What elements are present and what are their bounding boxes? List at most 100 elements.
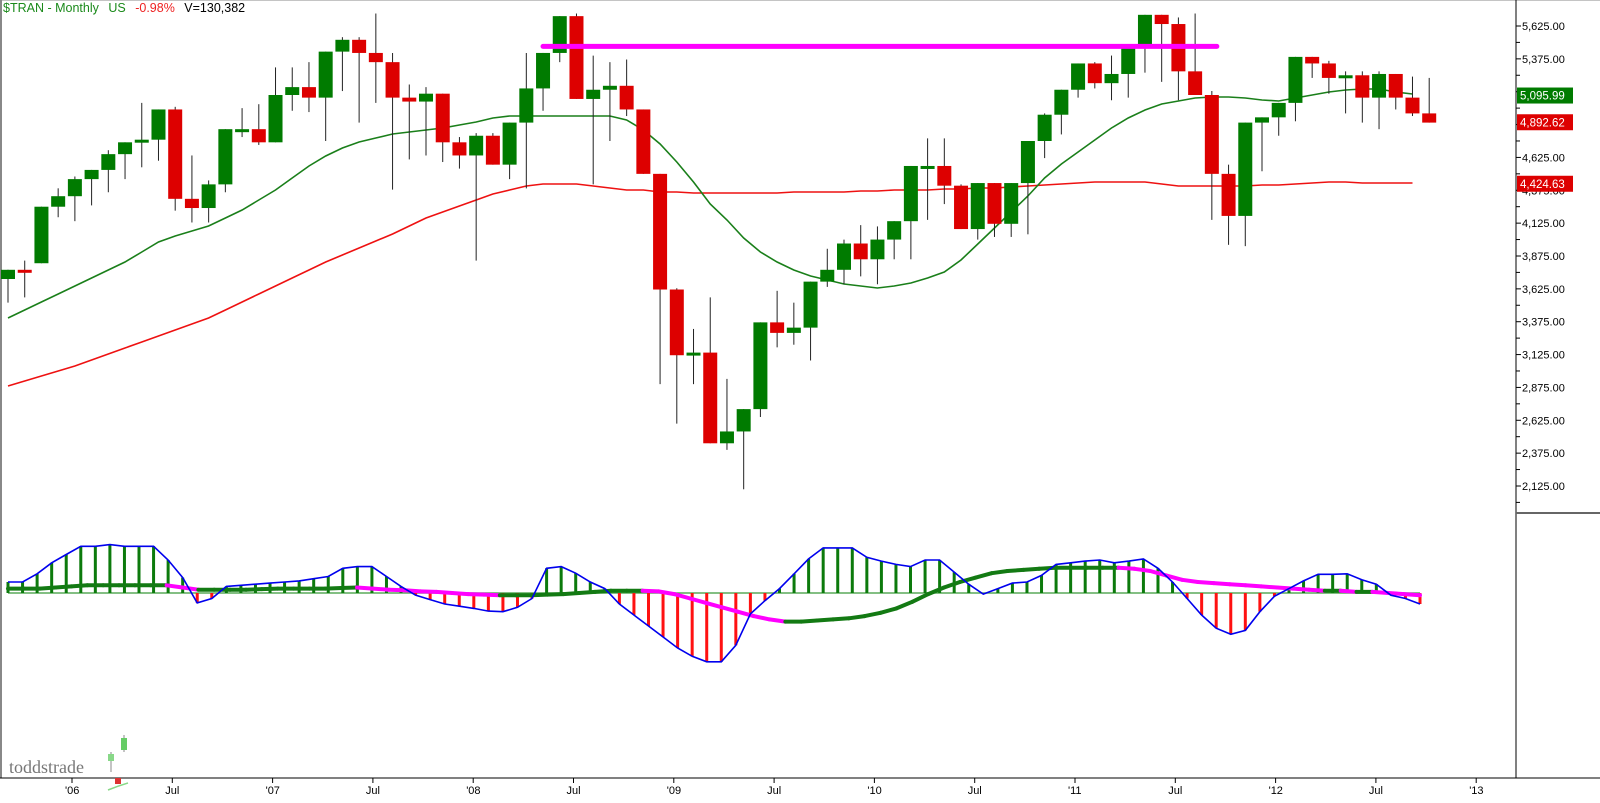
price-tag: 5,095.99 bbox=[1517, 87, 1573, 104]
logo: toddstrade bbox=[9, 757, 84, 778]
macd-signal bbox=[593, 588, 613, 594]
macd-signal bbox=[1116, 565, 1137, 571]
candle bbox=[619, 85, 634, 110]
macd-signal bbox=[942, 580, 962, 590]
candle bbox=[1388, 73, 1403, 98]
macd-signal bbox=[1402, 592, 1422, 598]
price-tag: 4,424.63 bbox=[1517, 175, 1573, 192]
candle bbox=[586, 89, 601, 99]
x-tick-label: '06 bbox=[65, 785, 79, 797]
candle bbox=[1087, 63, 1102, 84]
x-tick-label: Jul bbox=[366, 785, 380, 797]
macd-signal bbox=[862, 610, 883, 619]
macd-signal bbox=[767, 617, 788, 624]
candle bbox=[669, 289, 684, 356]
macd-signal bbox=[1148, 569, 1169, 578]
macd-signal bbox=[1306, 587, 1327, 593]
x-tick-label: Jul bbox=[1168, 785, 1182, 797]
candle bbox=[184, 198, 199, 209]
candle bbox=[218, 129, 233, 185]
candle bbox=[285, 87, 300, 95]
candle bbox=[1305, 56, 1320, 64]
macd-signal bbox=[1005, 567, 1026, 573]
chart-header: $TRAN - Monthly US -0.98% V=130,382 bbox=[3, 1, 251, 15]
y-tick-label: 4,625.00 bbox=[1522, 152, 1565, 164]
macd-signal bbox=[386, 587, 407, 593]
x-tick-label: '08 bbox=[466, 785, 480, 797]
macd-signal bbox=[656, 589, 677, 597]
macd-signal bbox=[180, 585, 201, 592]
candle bbox=[970, 183, 985, 230]
candle bbox=[1188, 71, 1203, 95]
candle bbox=[920, 165, 935, 169]
x-tick-label: Jul bbox=[968, 785, 982, 797]
candle bbox=[201, 184, 216, 209]
macd-signal bbox=[1164, 573, 1185, 582]
candle bbox=[1405, 97, 1420, 114]
macd-signal bbox=[1021, 566, 1042, 572]
macd-signal bbox=[926, 585, 947, 597]
candle bbox=[837, 243, 851, 270]
svg-text:4,892.62: 4,892.62 bbox=[1520, 117, 1565, 129]
macd-signal bbox=[989, 569, 1010, 576]
candlesticks bbox=[1, 13, 1437, 490]
candle bbox=[636, 109, 651, 174]
candle bbox=[402, 97, 417, 102]
y-tick-label: 2,875.00 bbox=[1522, 382, 1565, 394]
macd-signal bbox=[434, 589, 455, 595]
candle bbox=[385, 62, 400, 98]
candle bbox=[786, 327, 801, 333]
candle bbox=[1104, 73, 1119, 84]
candle bbox=[552, 16, 567, 53]
candle bbox=[168, 109, 183, 199]
macd-signal bbox=[1243, 583, 1264, 589]
candle bbox=[419, 93, 433, 102]
candle bbox=[118, 142, 133, 155]
macd-signal bbox=[878, 606, 899, 615]
candle bbox=[1355, 75, 1370, 98]
candle bbox=[653, 173, 668, 290]
candle bbox=[151, 109, 166, 140]
candle bbox=[602, 85, 617, 90]
exchange: US bbox=[108, 1, 126, 15]
macd-signal bbox=[37, 585, 58, 591]
candle bbox=[101, 154, 116, 170]
candle bbox=[519, 88, 534, 123]
candle bbox=[1338, 75, 1353, 79]
candle bbox=[770, 322, 785, 333]
macd-signal bbox=[1132, 566, 1153, 573]
candle bbox=[569, 16, 584, 99]
macd-signal bbox=[53, 584, 74, 590]
macd-signal bbox=[910, 592, 931, 604]
macd-signal bbox=[704, 600, 724, 610]
candle bbox=[686, 352, 701, 356]
candle bbox=[301, 87, 316, 98]
macd-signal bbox=[894, 599, 915, 611]
x-tick-label: Jul bbox=[165, 785, 179, 797]
macd-signal bbox=[450, 591, 471, 597]
x-tick-label: '09 bbox=[667, 785, 681, 797]
svg-text:5,095.99: 5,095.99 bbox=[1520, 91, 1565, 103]
macd-signal bbox=[1291, 586, 1311, 592]
candle bbox=[1288, 56, 1303, 103]
macd-signal bbox=[1195, 580, 1216, 586]
y-tick-label: 3,875.00 bbox=[1522, 251, 1565, 263]
candle bbox=[1137, 14, 1152, 46]
macd-signal bbox=[323, 586, 344, 591]
candle bbox=[17, 269, 32, 273]
candle bbox=[1037, 114, 1052, 141]
macd-signal bbox=[243, 587, 264, 592]
y-tick-label: 2,375.00 bbox=[1522, 448, 1565, 460]
candle bbox=[820, 269, 835, 282]
candle bbox=[485, 135, 500, 165]
macd-signal bbox=[1259, 584, 1280, 590]
macd-signal bbox=[830, 616, 851, 622]
macd-signal bbox=[719, 605, 740, 614]
candle bbox=[703, 352, 718, 444]
candle bbox=[1255, 117, 1269, 123]
candle bbox=[887, 221, 902, 240]
candle bbox=[1004, 183, 1019, 224]
macd-signal bbox=[418, 589, 439, 594]
